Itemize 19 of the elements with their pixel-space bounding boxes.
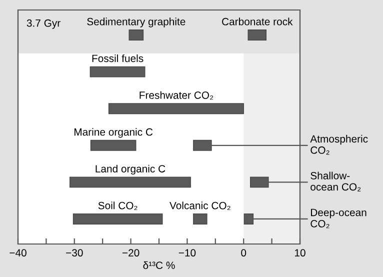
- x-tick-label: −40: [10, 249, 26, 257]
- x-tick-label: −20: [122, 249, 140, 257]
- series-label: Fossil fuels: [92, 54, 144, 62]
- text: Atmospheric CO₂: [310, 134, 368, 155]
- legend-label: Shallow- ocean CO₂: [310, 172, 361, 192]
- x-tick-label: −30: [66, 249, 83, 257]
- x-tick-label: 0: [241, 249, 246, 257]
- series-label: Marine organic C: [74, 128, 153, 138]
- x-axis-title: δ¹³C %: [143, 261, 175, 269]
- series-label: Soil CO₂: [98, 202, 138, 210]
- series-label: Sedimentary graphite: [87, 18, 186, 28]
- y-tick-label: 3.7 Gyr: [26, 19, 60, 29]
- series-label: Land organic C: [96, 164, 166, 175]
- series-label: Carbonate rock: [222, 18, 293, 26]
- series-label: Volcanic CO₂: [170, 202, 230, 210]
- series-label: Freshwater CO₂: [140, 91, 214, 100]
- x-tick-label: −10: [178, 249, 196, 257]
- x-tick-label: 10: [295, 249, 306, 257]
- text: Deep-ocean CO₂: [310, 208, 366, 228]
